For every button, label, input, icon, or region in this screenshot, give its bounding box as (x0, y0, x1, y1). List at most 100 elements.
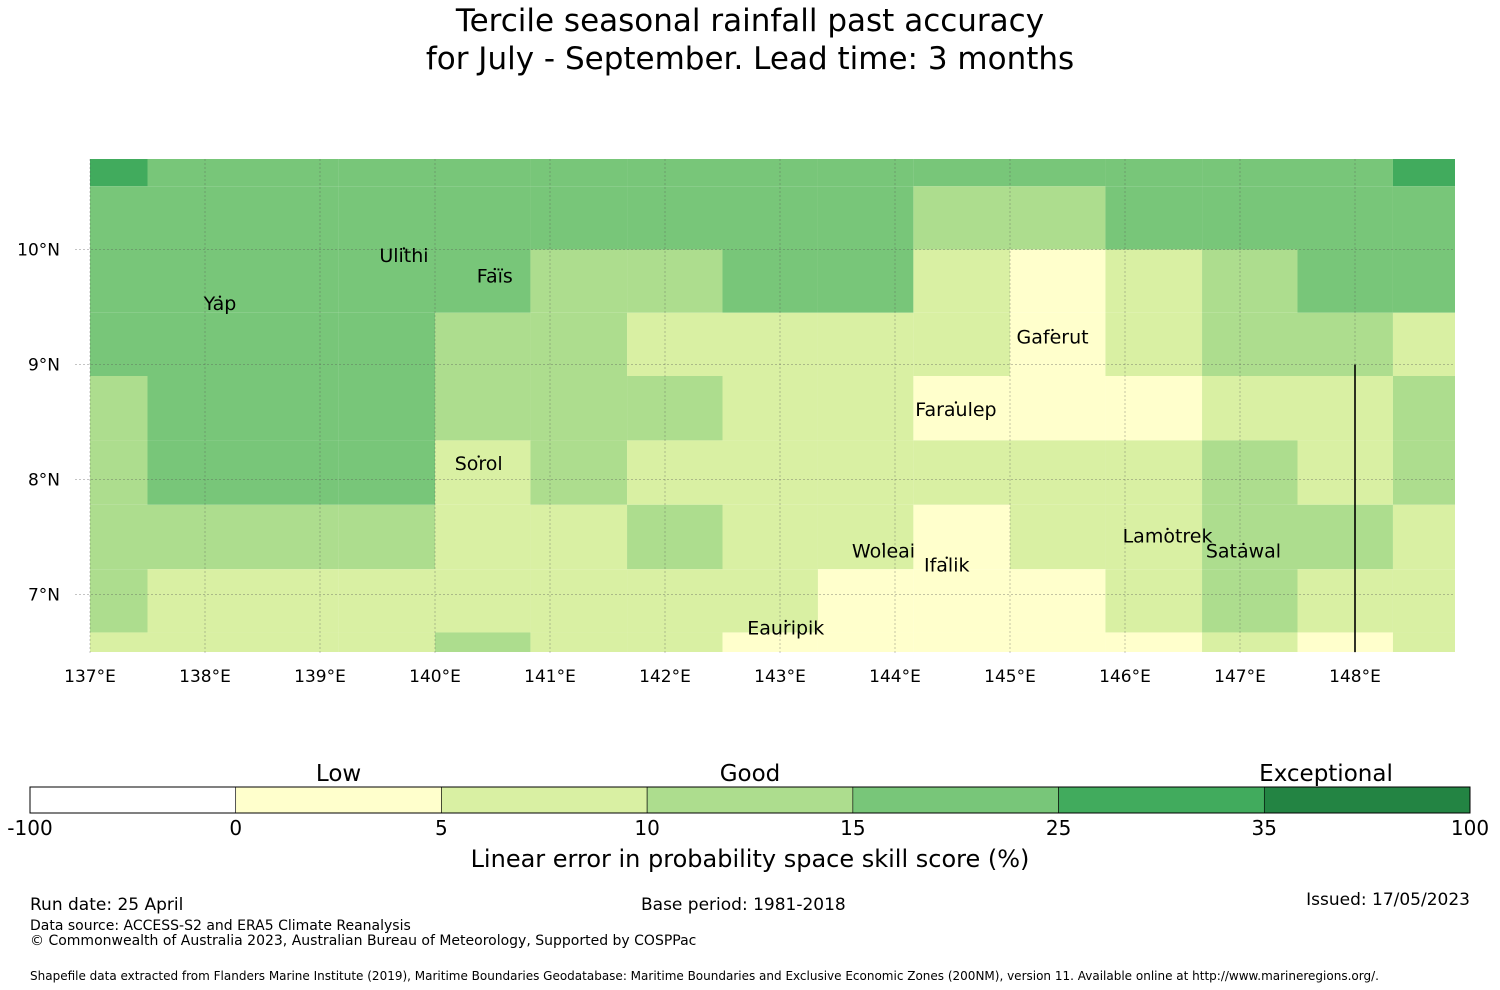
grid-cell (913, 569, 1010, 633)
colorbar-label: Linear error in probability space skill … (470, 845, 1030, 873)
island-marker (882, 542, 885, 546)
grid-cell (435, 159, 531, 187)
grid-cell (435, 569, 531, 633)
lat-tick-label: 10°N (17, 241, 60, 261)
grid-cell (1105, 159, 1203, 187)
grid-cell (1297, 569, 1393, 633)
colorbar-tick-label: 5 (435, 816, 448, 840)
grid-cell (90, 569, 148, 633)
colorbar-tick-label: 100 (1451, 816, 1489, 840)
lon-tick-label: 147°E (1214, 667, 1266, 687)
grid-cell (817, 312, 914, 376)
grid-cell (435, 249, 531, 313)
grid-cell (147, 569, 339, 633)
grid-cell (722, 312, 818, 376)
grid-cell (1105, 440, 1203, 505)
grid-cell (817, 186, 914, 250)
grid-cell (530, 312, 628, 376)
lon-tick-label: 144°E (869, 667, 921, 687)
latitude-ticks: 10°N 9°N 8°N 7°N (17, 241, 60, 606)
grid-cell (338, 440, 435, 505)
grid-cell (722, 504, 818, 570)
grid-cell (1010, 376, 1106, 441)
lon-tick-label: 146°E (1099, 667, 1151, 687)
grid-cell (1105, 376, 1203, 441)
colorbar-heading: Low (316, 761, 361, 787)
grid-cell (338, 504, 435, 570)
lon-tick-label: 140°E (409, 667, 461, 687)
grid-cell (1202, 632, 1298, 652)
island-marker (945, 556, 948, 559)
grid-cell (1392, 440, 1455, 505)
grid-cell (1297, 249, 1393, 313)
longitude-ticks: 137°E 138°E 139°E 140°E 141°E 142°E 143°E 144°E… (64, 667, 1381, 687)
grid-cell (913, 159, 1010, 187)
colorbar-segment (441, 786, 648, 814)
shapefile-credit: Shapefile data extracted from Flanders M… (30, 969, 1379, 983)
grid-cell (722, 159, 818, 187)
grid-cell (1010, 569, 1106, 633)
grid-cell (1392, 312, 1455, 376)
grid-cell (1202, 440, 1298, 505)
grid-cell (147, 312, 339, 376)
grid-cell (338, 159, 435, 187)
grid-cell (90, 186, 148, 250)
colorbar-tick-label: 15 (840, 816, 865, 840)
grid-cell (627, 159, 723, 187)
place-label: Faïs (477, 266, 513, 288)
grid-cell (1392, 376, 1455, 441)
grid-cell (1392, 186, 1455, 250)
grid-cell (722, 440, 818, 505)
grid-cell (1202, 249, 1298, 313)
grid-cell (1392, 632, 1455, 652)
grid-cell (722, 569, 818, 633)
place-label: Yap (203, 293, 237, 315)
grid-cell (1297, 159, 1393, 187)
grid-cell (1297, 504, 1393, 570)
lon-tick-label: 138°E (179, 667, 231, 687)
island-marker (493, 267, 496, 271)
lat-tick-label: 9°N (28, 356, 60, 376)
grid-cell (90, 376, 148, 441)
place-label: Ifalik (924, 554, 970, 576)
lon-tick-label: 148°E (1329, 667, 1381, 687)
grid-cell (1297, 376, 1393, 441)
run-date: Run date: 25 April (30, 895, 184, 915)
grid-cell (90, 632, 148, 652)
grid-cell (435, 504, 531, 570)
island-marker (1166, 527, 1169, 531)
grid-cell (1202, 312, 1298, 376)
grid-cell (722, 186, 818, 250)
grid-cell (435, 440, 531, 505)
colorbar-heading: Good (720, 761, 781, 787)
grid-cell (530, 569, 628, 633)
grid-cell (1392, 249, 1455, 313)
place-label: Woleai (852, 540, 915, 562)
place-label: Sorol (455, 453, 503, 475)
grid-cell (627, 376, 723, 441)
island-marker (477, 455, 480, 458)
place-label: Faraulep (915, 399, 996, 421)
grid-cell (1202, 159, 1298, 187)
place-label: Lamotrek (1123, 526, 1213, 548)
lat-tick-label: 8°N (28, 471, 60, 491)
grid-cell (722, 376, 818, 441)
island-marker (954, 401, 958, 404)
grid-cell (1297, 632, 1393, 652)
island-marker (218, 295, 222, 298)
lon-tick-label: 143°E (754, 667, 806, 687)
grid-cell (627, 186, 723, 250)
grid-cell (1010, 186, 1106, 250)
colorbar-segment (29, 786, 237, 814)
grid-cell (147, 186, 339, 250)
grid-cell (1392, 569, 1455, 633)
lon-tick-label: 137°E (64, 667, 116, 687)
grid-cell (147, 159, 339, 187)
grid-cell (913, 249, 1010, 313)
grid-cell (90, 504, 148, 570)
grid-cell (90, 249, 148, 313)
grid-cell (1202, 504, 1298, 570)
colorbar-tick-label: 25 (1046, 816, 1071, 840)
colorbar-tick-label: 10 (634, 816, 659, 840)
